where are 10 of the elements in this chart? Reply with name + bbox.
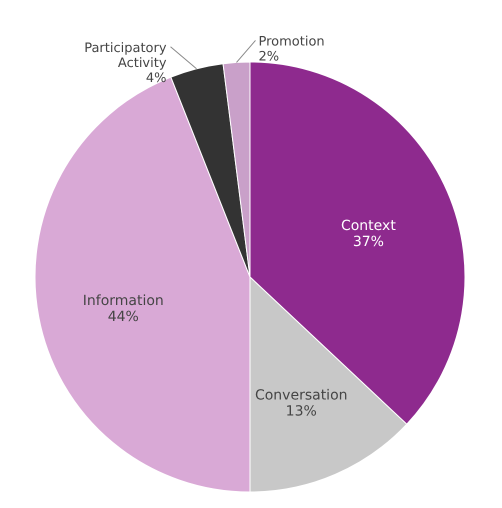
data-label: 37% — [352, 234, 384, 250]
slice-label: Context — [340, 218, 396, 234]
data-label: 4% — [146, 70, 167, 86]
data-label: 13% — [286, 403, 317, 420]
slice-label: Conversation — [254, 387, 348, 404]
data-label: 44% — [108, 309, 139, 326]
slice-label: Participatory Activity — [84, 40, 167, 71]
data-label: 2% — [258, 49, 280, 64]
slice-label: Information — [82, 293, 164, 310]
slice-label: Promotion — [258, 34, 325, 50]
